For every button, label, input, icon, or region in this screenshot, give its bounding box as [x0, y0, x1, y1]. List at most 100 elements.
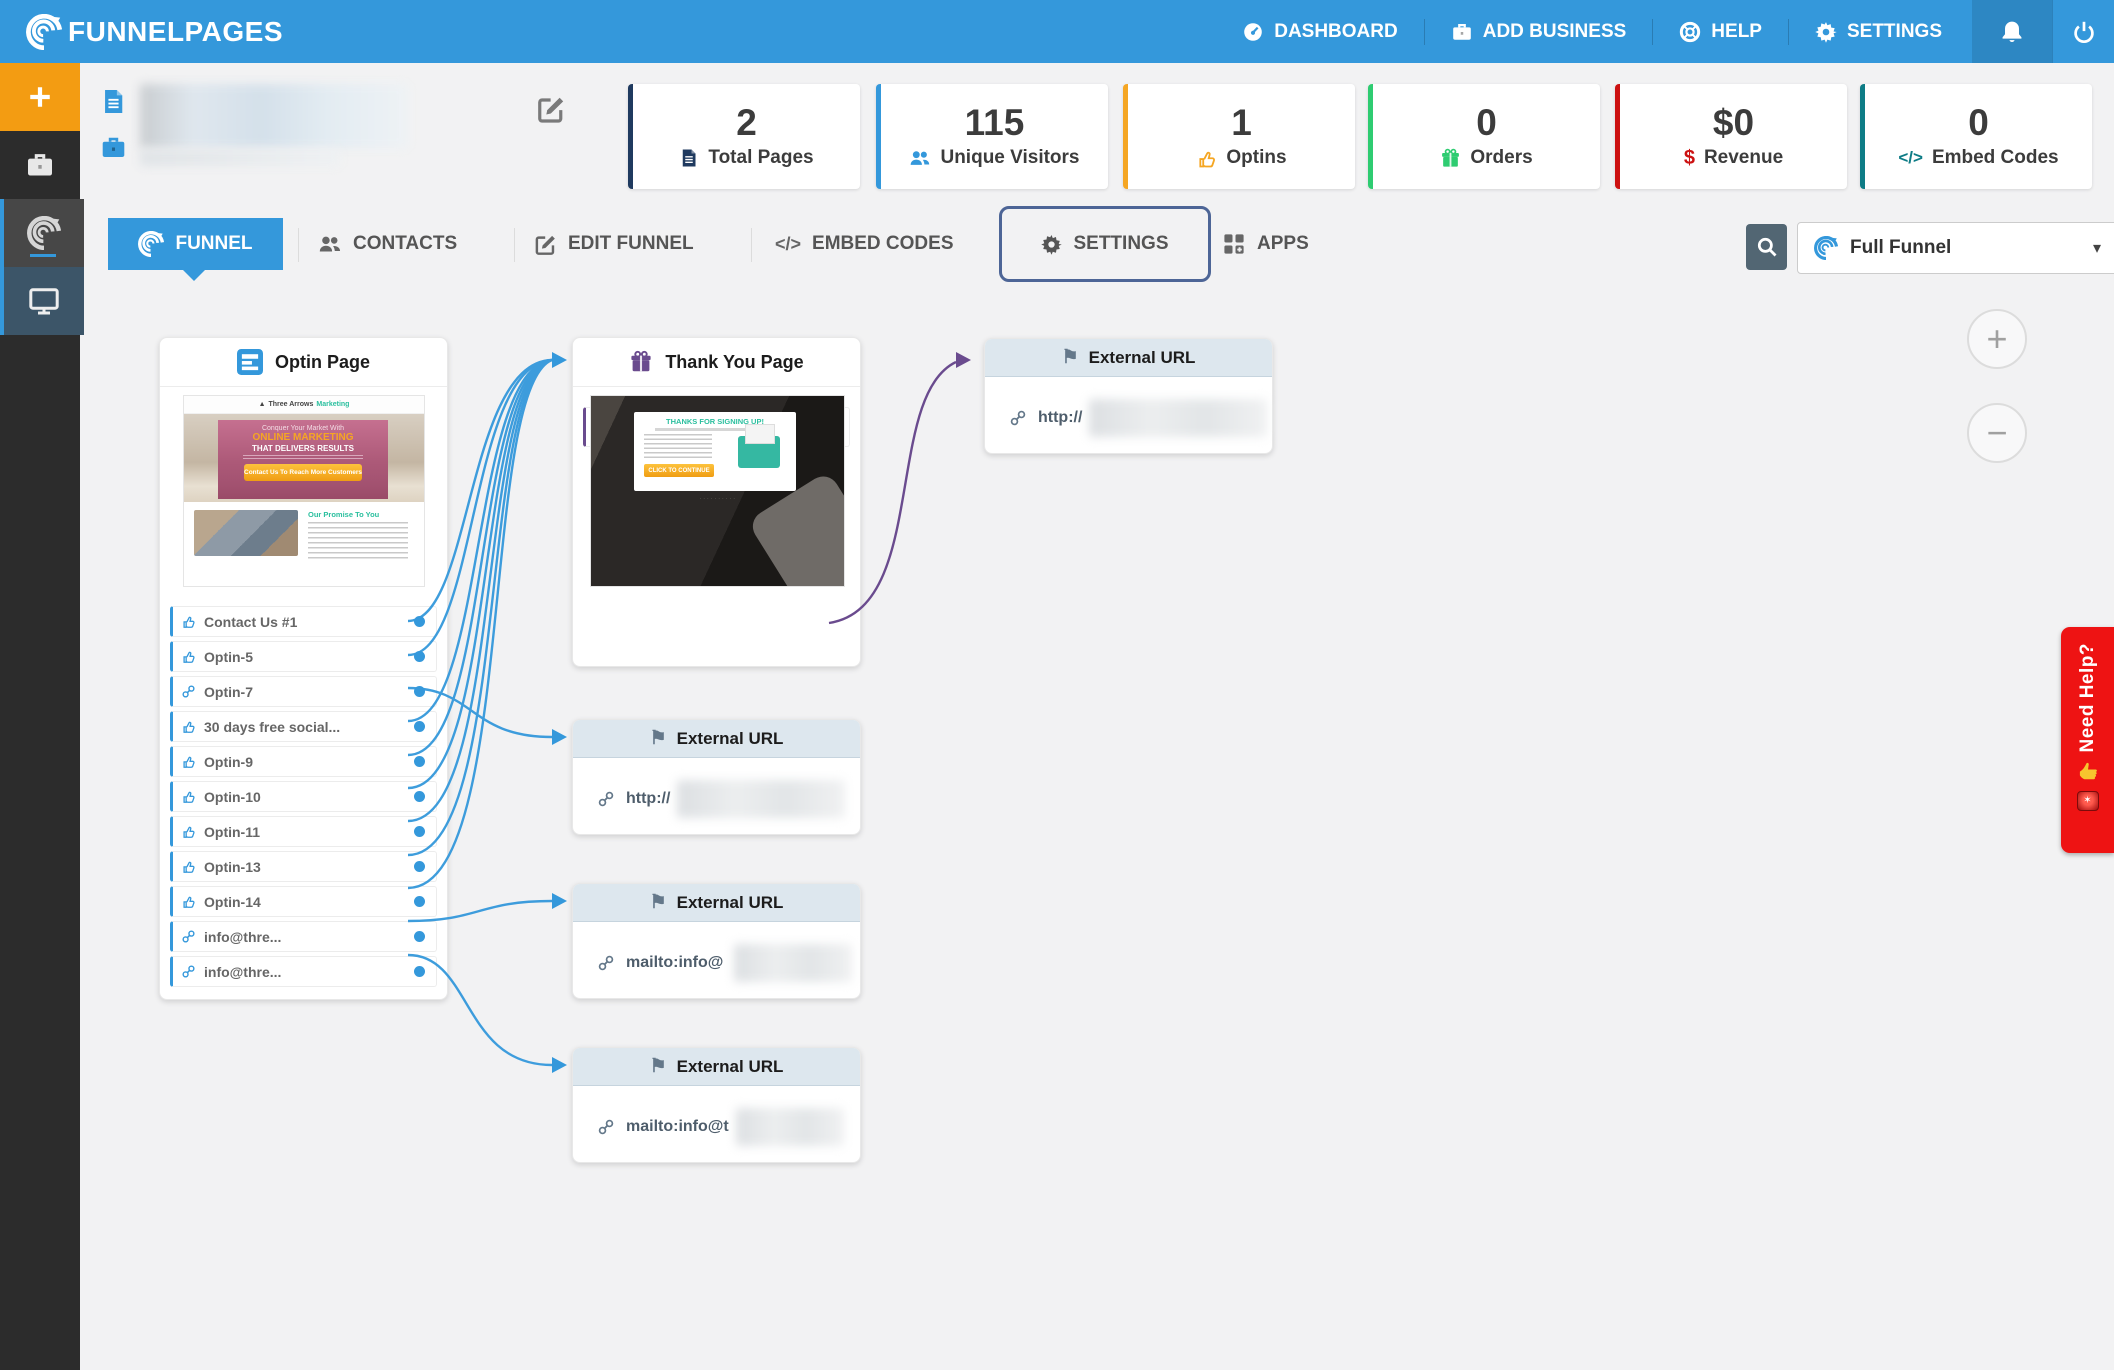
external-url-header: ⚑ External URL	[573, 720, 860, 758]
stat-card-optins: 1 Optins	[1123, 84, 1355, 189]
tab-funnel[interactable]: FUNNEL	[108, 218, 283, 270]
tab-settings-highlighted[interactable]: SETTINGS	[999, 206, 1211, 282]
menu-item-add-business[interactable]: ADD BUSINESS	[1425, 0, 1653, 63]
thumb-hero: Conquer Your Market With ONLINE MARKETIN…	[184, 414, 424, 502]
envelope-graphic	[738, 424, 780, 468]
node-external-url-4[interactable]: ⚑ External URL mailto:info@t	[572, 1047, 861, 1163]
search-button[interactable]	[1746, 224, 1787, 270]
optin-link-row[interactable]: Optin-13	[170, 851, 437, 882]
connector-dot[interactable]	[414, 721, 425, 732]
help-icon	[1679, 21, 1701, 43]
connector-dot[interactable]	[414, 651, 425, 662]
optin-link-row[interactable]: Optin-9	[170, 746, 437, 777]
tab-contacts[interactable]: CONTACTS	[318, 218, 457, 270]
stat-label: Embed Codes	[1931, 147, 2059, 168]
tab-label: EMBED CODES	[812, 233, 954, 254]
thumb-cta-button: Contact Us To Reach More Customers	[244, 464, 362, 481]
menu-item-help[interactable]: HELP	[1653, 0, 1788, 63]
stat-value: 1	[1231, 102, 1252, 143]
users-icon	[909, 147, 931, 169]
minus-glyph: −	[1986, 412, 2008, 453]
search-icon	[1756, 236, 1778, 258]
menu-item-dashboard[interactable]: DASHBOARD	[1216, 0, 1424, 63]
connector-dot[interactable]	[414, 616, 425, 627]
connector-dot[interactable]	[414, 826, 425, 837]
menu-divider	[1652, 18, 1654, 45]
node-title: External URL	[1088, 347, 1196, 367]
gear-icon	[1815, 21, 1837, 43]
node-external-url-1[interactable]: ⚑ External URL http://	[984, 338, 1273, 454]
node-title: Optin Page	[274, 351, 370, 372]
zoom-out-button[interactable]: −	[1967, 403, 2027, 463]
connector-dot[interactable]	[414, 756, 425, 767]
sidebar-item-funnels[interactable]	[0, 199, 84, 267]
thumb-icon	[181, 894, 196, 909]
url-redacted	[1089, 399, 1268, 437]
funnel-select-value: Full Funnel	[1850, 237, 1952, 258]
menu-label: HELP	[1711, 20, 1762, 42]
dashboard-icon	[1242, 21, 1264, 43]
thumb-promise-heading: Our Promise To You	[308, 510, 380, 519]
menu-label: DASHBOARD	[1274, 20, 1398, 42]
thankyou-page-thumbnail[interactable]: THANKS FOR SIGNING UP! CLICK TO CONTINUE…	[590, 395, 845, 587]
sidebar-item-business[interactable]	[0, 131, 80, 199]
tab-embed-codes[interactable]: </> EMBED CODES	[775, 218, 954, 270]
stat-label: Optins	[1226, 147, 1287, 168]
node-thank-you-page[interactable]: Thank You Page THANKS FOR SIGNING UP! CL…	[572, 337, 861, 667]
url-text: http://	[626, 790, 671, 807]
url-redacted	[735, 1108, 844, 1146]
optin-link-row[interactable]: Optin-5	[170, 641, 437, 672]
link-icon	[181, 929, 196, 944]
optin-page-thumbnail[interactable]: ▲ Three Arrows Marketing Conquer Your Mar…	[183, 395, 425, 587]
connector-dot[interactable]	[414, 686, 425, 697]
plus-icon	[27, 84, 53, 110]
external-url-body: http://	[573, 758, 860, 818]
node-title: External URL	[676, 728, 784, 748]
node-optin-page[interactable]: Optin Page ▲ Three Arrows Marketing Conqu…	[159, 337, 448, 1000]
thumb-icon	[181, 719, 196, 734]
thumb-cta-button: CLICK TO CONTINUE	[644, 464, 714, 477]
url-redacted	[677, 780, 846, 818]
edit-business-button[interactable]	[536, 94, 566, 124]
optin-link-row[interactable]: info@thre...	[170, 956, 437, 987]
thumb-hero-sub: THAT DELIVERS RESULTS	[252, 444, 354, 453]
optin-link-row[interactable]: Contact Us #1	[170, 606, 437, 637]
optin-link-row[interactable]: Optin-11	[170, 816, 437, 847]
tab-label: APPS	[1257, 233, 1309, 254]
connector-dot[interactable]	[414, 896, 425, 907]
zoom-in-button[interactable]: +	[1967, 309, 2027, 369]
connector-dot[interactable]	[414, 791, 425, 802]
thumb-hero-title: ONLINE MARKETING	[252, 432, 354, 443]
form-icon	[237, 349, 263, 375]
connector-dot[interactable]	[414, 966, 425, 977]
thumb-lower-section: Our Promise To You	[184, 502, 424, 586]
code-icon: </>	[775, 233, 802, 254]
logout-button[interactable]	[2052, 0, 2114, 63]
node-external-url-3[interactable]: ⚑ External URL mailto:info@	[572, 883, 861, 999]
optin-link-row[interactable]: 30 days free social...	[170, 711, 437, 742]
connector-dot[interactable]	[414, 861, 425, 872]
thumb-team-photo	[194, 510, 298, 556]
need-help-tab[interactable]: Need Help? ✶	[2061, 627, 2114, 853]
optin-link-row[interactable]: Optin-14	[170, 886, 437, 917]
node-external-url-2[interactable]: ⚑ External URL http://	[572, 719, 861, 835]
optin-link-row[interactable]: Optin-10	[170, 781, 437, 812]
active-indicator	[30, 254, 56, 257]
tab-edit-funnel[interactable]: EDIT FUNNEL	[534, 218, 694, 270]
optin-link-row[interactable]: info@thre...	[170, 921, 437, 952]
thumb-icon	[181, 754, 196, 769]
sidebar-item-pages[interactable]	[0, 267, 84, 335]
brand-logo[interactable]: FUNNELPAGES	[26, 0, 283, 63]
business-name-redacted	[140, 84, 408, 148]
external-url-body: mailto:info@	[573, 922, 860, 982]
url-text: mailto:info@	[626, 954, 724, 971]
menu-item-settings[interactable]: SETTINGS	[1789, 0, 1968, 63]
funnel-logo-icon	[26, 14, 62, 50]
optin-link-row[interactable]: Optin-7	[170, 676, 437, 707]
connector-dot[interactable]	[414, 931, 425, 942]
funnel-select-dropdown[interactable]: Full Funnel ▾	[1797, 222, 2114, 274]
link-icon	[1009, 409, 1027, 427]
tab-apps[interactable]: APPS	[1222, 218, 1309, 270]
notifications-button[interactable]	[1972, 0, 2052, 63]
sidebar-add-button[interactable]	[0, 63, 80, 131]
